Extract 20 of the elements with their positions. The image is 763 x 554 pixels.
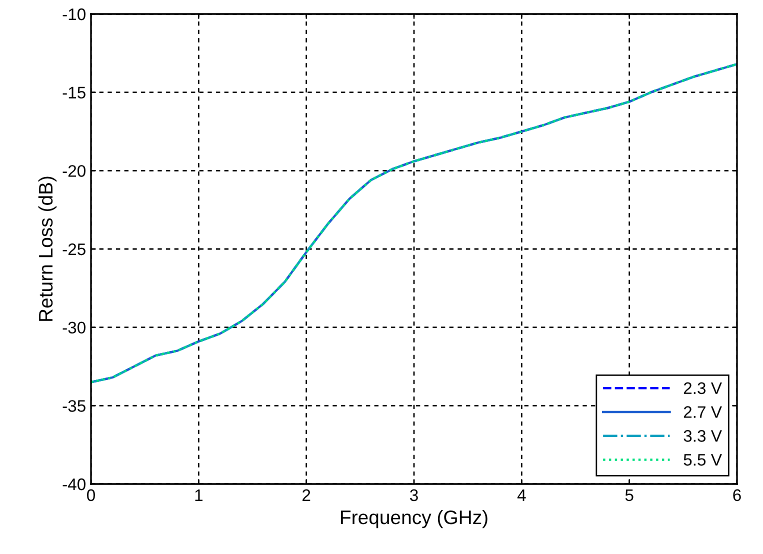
y-tick-label: -20	[62, 165, 86, 177]
legend-label: 2.3 V	[684, 382, 722, 394]
x-tick-label: 4	[517, 489, 526, 501]
y-tick-label: -10	[62, 8, 86, 20]
y-tick-label: -25	[62, 243, 86, 256]
x-axis-title: Frequency (GHz)	[341, 510, 488, 528]
legend-label: 3.3 V	[684, 430, 722, 442]
y-tick-label: -35	[62, 400, 86, 412]
x-tick-label: 0	[87, 489, 95, 502]
x-tick-label: 1	[195, 489, 202, 501]
legend-label: 5.5 V	[684, 454, 722, 466]
y-tick-label: -40	[62, 478, 86, 490]
x-tick-label: 2	[302, 489, 310, 501]
x-tick-label: 5	[625, 489, 634, 502]
x-tick-label: 3	[410, 489, 418, 502]
x-tick-label: 6	[733, 489, 741, 502]
y-tick-label: -15	[62, 86, 86, 99]
y-tick-label: -30	[62, 322, 86, 334]
legend-label: 2.7 V	[684, 406, 722, 418]
y-axis-title: Return Loss (dB)	[38, 176, 56, 321]
